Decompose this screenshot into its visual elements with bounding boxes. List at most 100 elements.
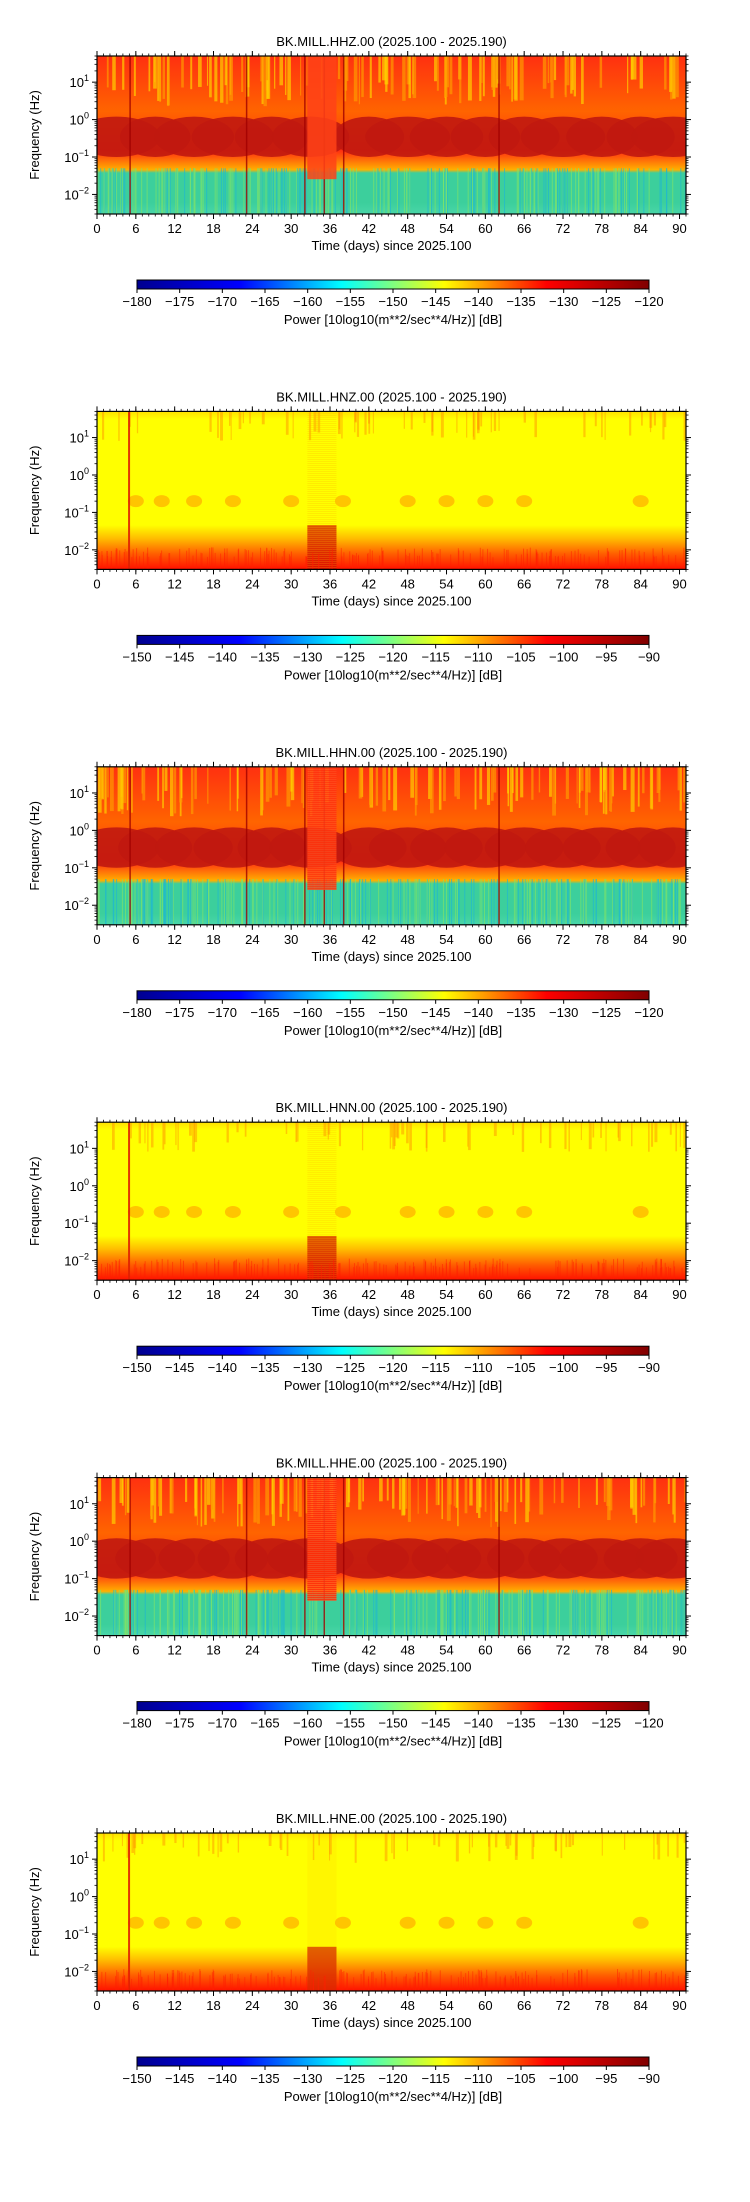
hf-streak (242, 411, 244, 424)
hf-streak (601, 411, 603, 438)
lf-streak (329, 879, 331, 925)
hf-streak (498, 411, 500, 431)
x-tick-label: 18 (206, 932, 220, 947)
lf-streak (379, 1263, 381, 1281)
lf-streak (179, 1972, 181, 1991)
microseism-blob (224, 495, 241, 508)
lf-streak (363, 1969, 365, 1991)
hf-streak (179, 766, 183, 803)
x-tick-label: 90 (672, 221, 686, 236)
lf-streak (228, 1589, 230, 1636)
lf-streak (435, 1266, 437, 1281)
lf-streak (390, 879, 392, 925)
hf-streak (623, 766, 627, 791)
lf-streak (130, 1589, 132, 1636)
lf-streak (367, 1263, 369, 1281)
lf-streak (451, 879, 453, 925)
hf-streak (542, 56, 547, 89)
lf-streak (433, 879, 435, 925)
lf-streak (557, 1266, 559, 1281)
lf-streak (376, 168, 378, 214)
lf-streak (571, 1259, 573, 1281)
hf-streak (353, 56, 358, 102)
lf-streak (120, 168, 122, 214)
lf-streak (349, 168, 351, 214)
lf-streak (605, 556, 607, 570)
x-tick-label: 24 (245, 1998, 259, 2013)
lf-streak (352, 168, 354, 214)
gap-region (307, 766, 337, 891)
y-tick-label: 100 (70, 111, 89, 128)
lf-streak (414, 1977, 416, 1991)
plot-area: 0 6 12 18 24 30 36 42 48 54 60 66 72 78 84 9010−210−110… (64, 51, 691, 236)
lf-streak (524, 879, 526, 925)
hf-streak (237, 1477, 239, 1527)
lf-streak (555, 879, 557, 925)
lf-streak (212, 547, 214, 570)
lf-streak (246, 1259, 248, 1281)
lf-streak (362, 1589, 364, 1636)
hf-streak (141, 766, 143, 794)
lf-streak (158, 168, 160, 214)
lf-streak (562, 555, 564, 570)
gap-region (307, 56, 337, 180)
lf-streak (346, 1973, 348, 1991)
lf-streak (144, 1589, 146, 1636)
y-tick-label: 101 (70, 1495, 89, 1512)
lf-streak (290, 1969, 292, 1991)
x-tick-label: 24 (245, 576, 259, 591)
lf-streak (188, 548, 190, 570)
lf-streak (257, 168, 259, 214)
lf-streak (545, 879, 547, 925)
lf-streak (434, 168, 436, 214)
lf-streak (458, 879, 460, 925)
lf-streak (508, 1589, 510, 1636)
lf-streak (554, 556, 556, 570)
lf-streak (281, 1589, 283, 1636)
microseism-blob (283, 495, 300, 508)
hf-streak (641, 411, 643, 426)
hf-streak (467, 1122, 469, 1147)
hf-streak (479, 766, 483, 800)
lf-streak (323, 1976, 325, 1991)
hf-streak (493, 411, 497, 431)
lf-streak (512, 1978, 514, 1991)
lf-streak (506, 879, 508, 925)
colorbar-tick-label: −110 (464, 649, 492, 664)
lf-streak (430, 1262, 432, 1281)
hf-streak (435, 1477, 440, 1506)
lf-streak (267, 1589, 269, 1636)
hf-streak (263, 56, 267, 107)
lf-streak (640, 1268, 642, 1281)
x-tick-label: 42 (362, 221, 376, 236)
hf-streak (354, 1833, 357, 1863)
lf-streak (115, 1589, 117, 1636)
lf-streak (105, 1972, 107, 1991)
hf-streak (669, 56, 673, 92)
hf-streak (148, 56, 151, 92)
colorbar-tick-label: −165 (250, 1716, 279, 1731)
hf-streak (308, 411, 312, 441)
lf-streak (128, 879, 130, 925)
lf-streak (547, 1589, 549, 1636)
hf-streak (285, 1122, 288, 1134)
lf-streak (439, 1970, 441, 1991)
lf-streak (671, 1589, 673, 1636)
lf-streak (302, 168, 304, 214)
hf-streak (285, 411, 289, 435)
hf-streak (454, 766, 457, 797)
lf-streak (288, 554, 290, 570)
hf-streak (126, 1477, 131, 1513)
hf-streak (511, 766, 514, 794)
x-tick-label: 42 (362, 1287, 376, 1302)
lf-streak (477, 1589, 479, 1636)
y-tick-label: 10−1 (64, 1570, 89, 1587)
spectrogram-panel-5: BK.MILL.HHE.00 (2025.100 - 2025.190)0 6 12… (27, 1456, 691, 1749)
microseism-blob (153, 495, 170, 508)
lf-streak (239, 1978, 241, 1991)
lf-streak (381, 1970, 383, 1991)
spectrogram-panel-6: BK.MILL.HNE.00 (2025.100 - 2025.190)0 6 12… (27, 1811, 691, 2104)
hf-streak (491, 766, 494, 801)
lf-streak (168, 879, 170, 925)
lf-streak (248, 1258, 250, 1281)
